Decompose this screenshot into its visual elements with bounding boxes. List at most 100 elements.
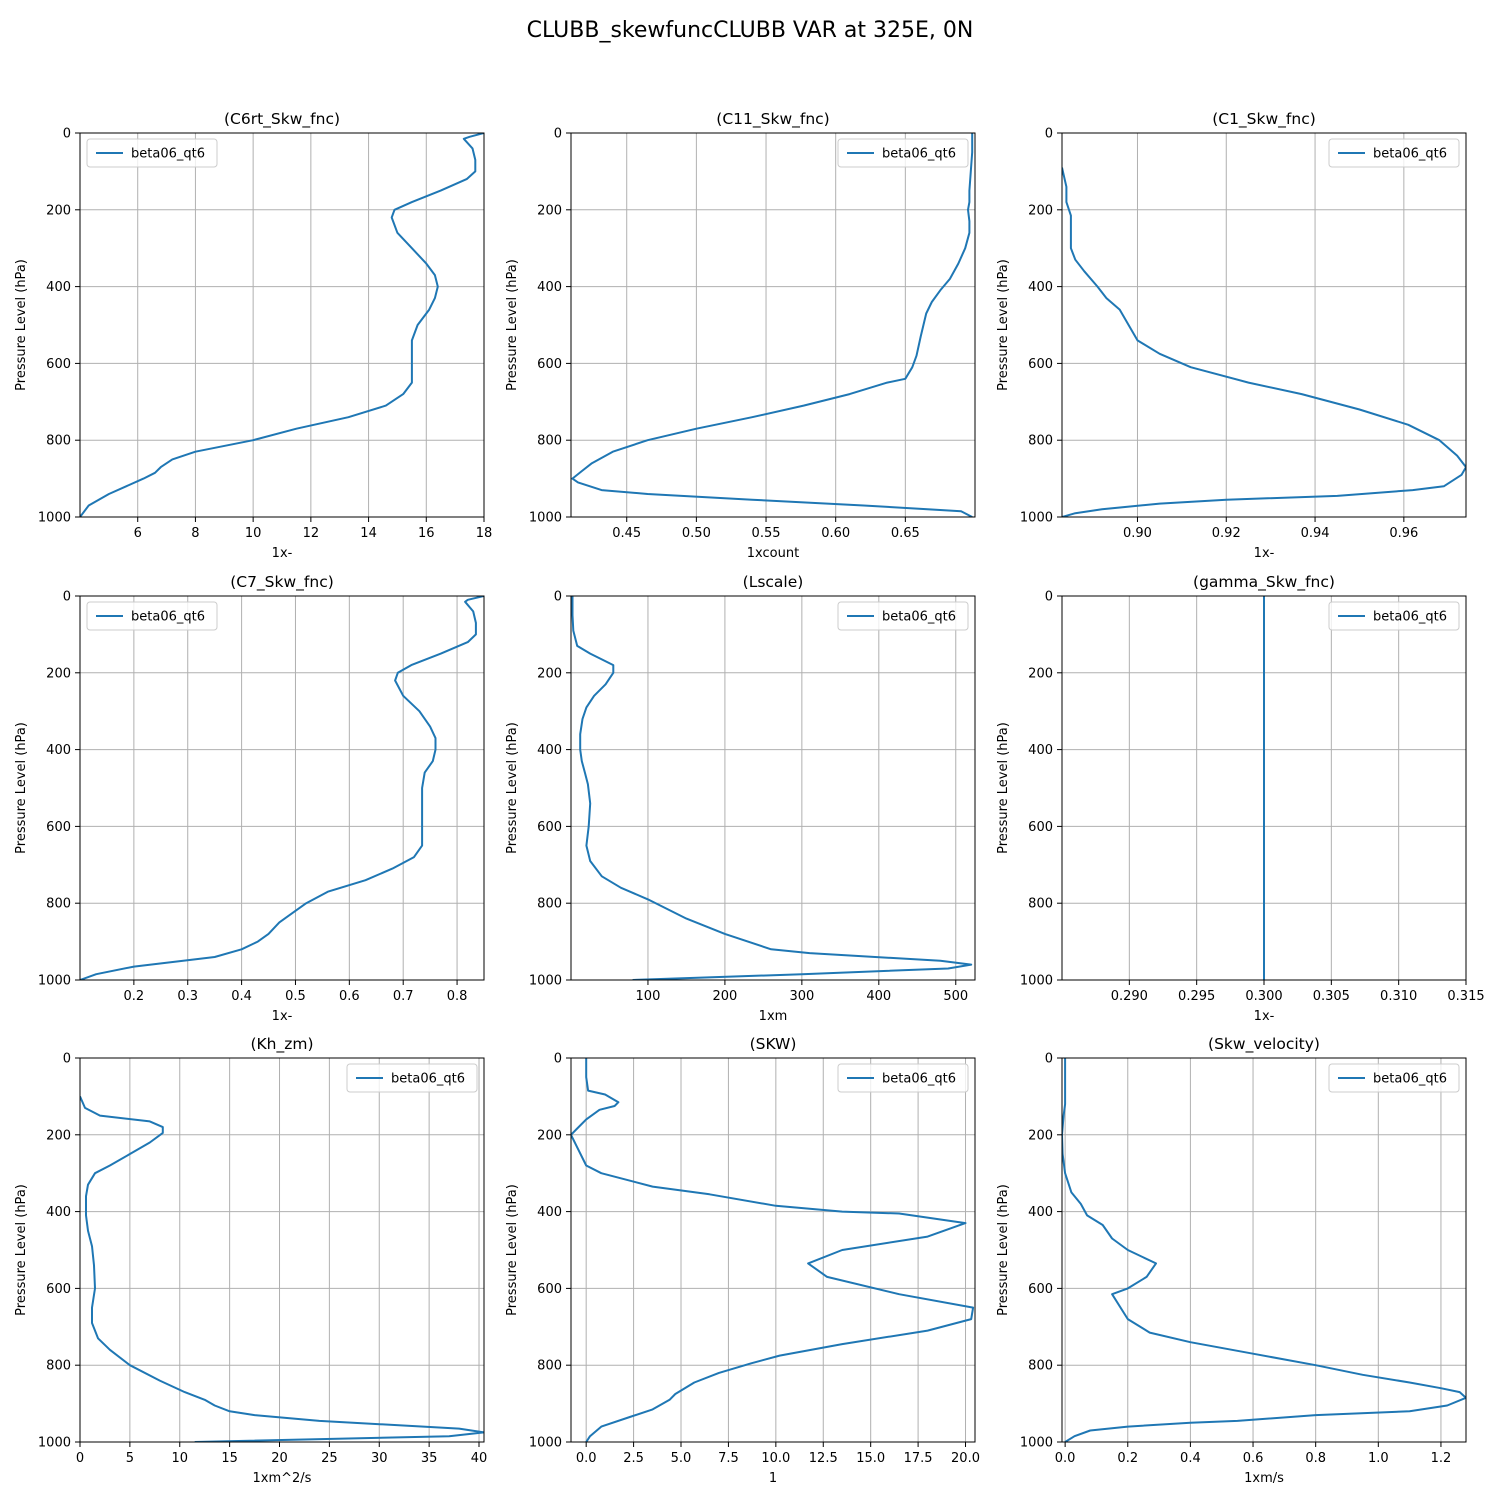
- x-tick-label: 0.315: [1447, 989, 1484, 1004]
- axes-frame: [1061, 132, 1467, 518]
- legend[interactable]: beta06_qt6: [346, 1063, 478, 1093]
- x-tick-label: 18: [476, 526, 493, 541]
- axes-frame: [570, 1057, 976, 1443]
- subplot-2: 0.45 0.50 0.55 0.60 0.65 0 200 400 600 800 1000 (C1…: [505, 110, 976, 561]
- legend[interactable]: beta06_qt6: [86, 601, 218, 631]
- y-tick-label: 400: [1028, 1205, 1053, 1220]
- y-tick-label: 0: [554, 590, 562, 605]
- axes-frame: [570, 595, 976, 981]
- series-line-beta06_qt6: [80, 596, 484, 980]
- legend-box: [837, 601, 969, 631]
- subplot-title: (Kh_zm): [250, 1035, 313, 1054]
- x-tick-label: 0.94: [1301, 526, 1330, 541]
- x-tick-label: 10: [245, 526, 262, 541]
- legend[interactable]: beta06_qt6: [1328, 1063, 1460, 1093]
- subplot-3: 0.90 0.92 0.94 0.96 0 200 400 600 800 1000 (C1_Skw…: [996, 110, 1467, 561]
- subplot-title: (C11_Skw_fnc): [716, 110, 829, 129]
- legend[interactable]: beta06_qt6: [837, 601, 969, 631]
- y-tick-label: 600: [46, 820, 71, 835]
- y-tick-label: 0: [63, 1052, 71, 1067]
- legend-entry-label: beta06_qt6: [1373, 610, 1447, 625]
- x-tick-label: 0.4: [231, 989, 252, 1004]
- subplot-4: 0.2 0.3 0.4 0.5 0.6 0.7 0.8 0 200 400 600 800 1000 (C…: [14, 573, 485, 1024]
- x-tick-label: 0.305: [1313, 989, 1350, 1004]
- x-tick-label: 20.0: [951, 1451, 980, 1466]
- subplot-title: (Lscale): [743, 573, 804, 591]
- x-tick-label: 0.310: [1380, 989, 1417, 1004]
- x-axis-label: 1x-: [272, 1009, 293, 1024]
- y-axis-label: Pressure Level (hPa): [14, 1184, 29, 1316]
- y-tick-label: 1000: [38, 1436, 71, 1451]
- x-tick-label: 0.90: [1123, 526, 1152, 541]
- axes-frame: [79, 1057, 485, 1443]
- y-tick-label: 1000: [529, 974, 562, 989]
- axes-frame: [79, 595, 485, 981]
- y-tick-label: 600: [537, 357, 562, 372]
- x-tick-label: 2.5: [623, 1451, 644, 1466]
- subplot-1: 6 8 10 12 14 16 18 0 200 400 600 800 1000 (C6rt_Skw_f…: [14, 110, 492, 561]
- y-tick-label: 0: [63, 590, 71, 605]
- legend[interactable]: beta06_qt6: [837, 1063, 969, 1093]
- y-tick-label: 1000: [38, 974, 71, 989]
- x-tick-label: 300: [789, 989, 814, 1004]
- legend-entry-label: beta06_qt6: [882, 610, 956, 625]
- y-tick-label: 600: [537, 1282, 562, 1297]
- legend-box: [346, 1063, 478, 1093]
- y-tick-label: 800: [46, 1359, 71, 1374]
- y-tick-label: 0: [1045, 127, 1053, 142]
- y-tick-label: 200: [537, 666, 562, 681]
- x-tick-label: 0.6: [339, 989, 360, 1004]
- axes-frame: [570, 132, 976, 518]
- x-tick-label: 0.50: [682, 526, 711, 541]
- x-tick-label: 1.0: [1368, 1451, 1389, 1466]
- x-tick-label: 0.295: [1178, 989, 1215, 1004]
- legend[interactable]: beta06_qt6: [837, 138, 969, 168]
- y-tick-label: 200: [46, 203, 71, 218]
- x-tick-label: 10: [171, 1451, 188, 1466]
- series-line-beta06_qt6: [80, 1096, 484, 1442]
- legend-entry-label: beta06_qt6: [1373, 147, 1447, 162]
- legend[interactable]: beta06_qt6: [86, 138, 218, 168]
- y-tick-label: 200: [537, 1128, 562, 1143]
- y-tick-label: 600: [46, 357, 71, 372]
- x-axis-label: 1xm^2/s: [253, 1471, 312, 1486]
- x-tick-label: 500: [943, 989, 968, 1004]
- x-tick-label: 200: [712, 989, 737, 1004]
- subplot-title: (Skw_velocity): [1208, 1035, 1320, 1054]
- x-tick-label: 0.5: [285, 989, 306, 1004]
- legend-box: [837, 1063, 969, 1093]
- legend-entry-label: beta06_qt6: [131, 147, 205, 162]
- x-tick-label: 17.5: [904, 1451, 933, 1466]
- y-tick-label: 600: [46, 1282, 71, 1297]
- x-tick-label: 0.0: [1055, 1451, 1076, 1466]
- legend[interactable]: beta06_qt6: [1328, 601, 1460, 631]
- x-tick-label: 16: [418, 526, 435, 541]
- legend-box: [1328, 601, 1460, 631]
- y-tick-label: 800: [46, 434, 71, 449]
- x-tick-label: 14: [360, 526, 377, 541]
- y-tick-label: 600: [1028, 820, 1053, 835]
- x-axis-label: 1x-: [272, 546, 293, 561]
- legend[interactable]: beta06_qt6: [1328, 138, 1460, 168]
- x-tick-label: 8: [191, 526, 199, 541]
- y-tick-label: 0: [554, 127, 562, 142]
- axes-frame: [1061, 1057, 1467, 1443]
- x-tick-label: 6: [134, 526, 142, 541]
- x-tick-label: 1.2: [1431, 1451, 1452, 1466]
- x-axis-label: 1xm/s: [1244, 1471, 1284, 1486]
- legend-entry-label: beta06_qt6: [131, 610, 205, 625]
- series-line-beta06_qt6: [1062, 167, 1466, 517]
- y-tick-label: 800: [46, 897, 71, 912]
- x-tick-label: 0.65: [891, 526, 920, 541]
- x-tick-label: 0.2: [1117, 1451, 1138, 1466]
- y-tick-label: 800: [1028, 1359, 1053, 1374]
- x-tick-label: 0: [76, 1451, 84, 1466]
- y-axis-label: Pressure Level (hPa): [996, 259, 1011, 391]
- legend-entry-label: beta06_qt6: [882, 1072, 956, 1087]
- x-tick-label: 12: [303, 526, 320, 541]
- subplot-9: 0.0 0.2 0.4 0.6 0.8 1.0 1.2 0 200 400 600 800 1000 (S…: [996, 1035, 1467, 1486]
- y-tick-label: 0: [1045, 590, 1053, 605]
- y-tick-label: 1000: [38, 511, 71, 526]
- x-tick-label: 0.7: [393, 989, 414, 1004]
- y-tick-label: 600: [1028, 1282, 1053, 1297]
